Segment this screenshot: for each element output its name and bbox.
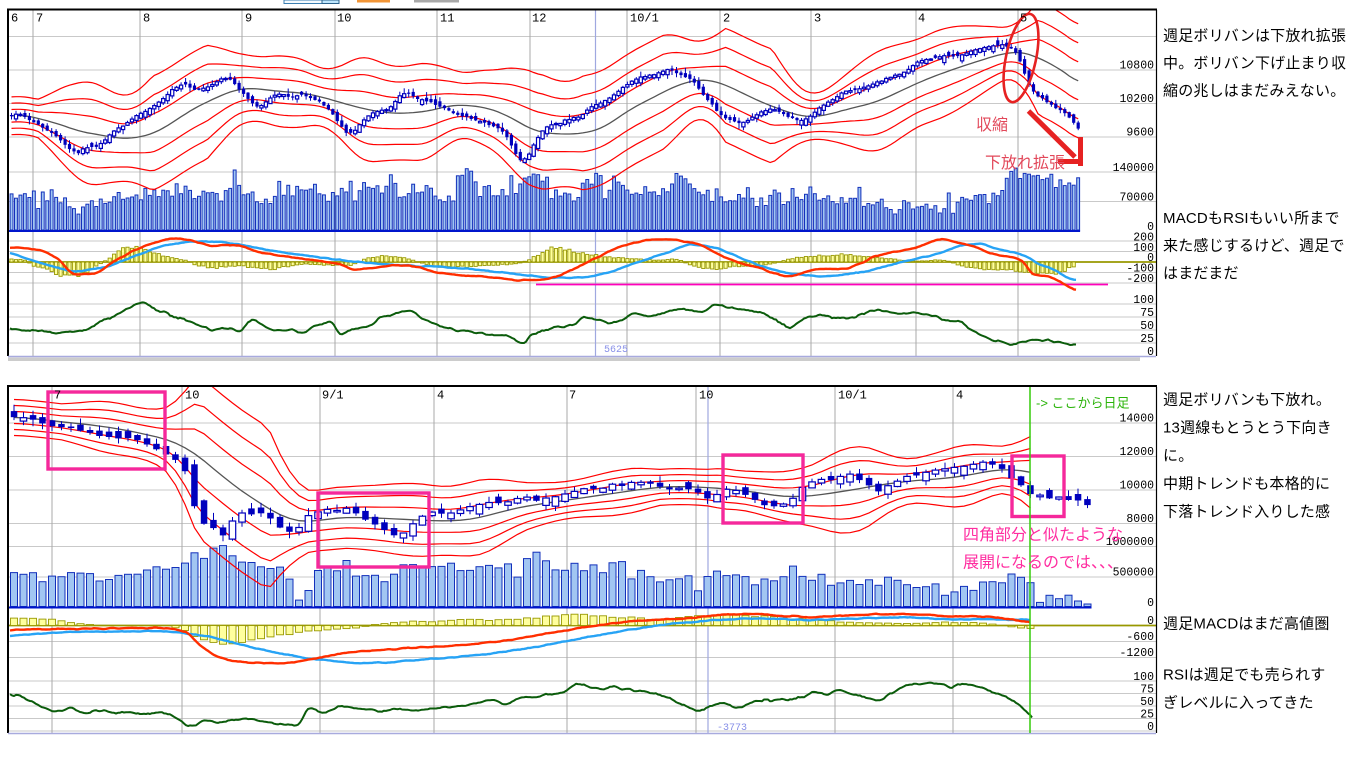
svg-text:0: 0 xyxy=(1147,346,1154,359)
svg-text:週足ボリバンは下放れ拡張: 週足ボリバンは下放れ拡張 xyxy=(1163,27,1346,44)
svg-text:4: 4 xyxy=(918,12,925,26)
svg-text:25: 25 xyxy=(1140,709,1154,722)
svg-text:0: 0 xyxy=(1147,615,1154,628)
svg-text:100: 100 xyxy=(1133,294,1154,307)
svg-text:75: 75 xyxy=(1140,307,1154,320)
svg-text:週足ボリバンも下放れ。: 週足ボリバンも下放れ。 xyxy=(1163,391,1331,408)
svg-text:-200: -200 xyxy=(1126,273,1154,286)
svg-text:縮の兆しはまだみえない。: 縮の兆しはまだみえない。 xyxy=(1163,82,1345,99)
svg-text:中。ボリバン下げ止まり収: 中。ボリバン下げ止まり収 xyxy=(1163,55,1346,72)
svg-text:下落トレンド入りした感: 下落トレンド入りした感 xyxy=(1163,503,1330,520)
svg-text:はまだまだ: はまだまだ xyxy=(1163,265,1239,282)
svg-text:0: 0 xyxy=(1147,221,1154,234)
svg-text:12: 12 xyxy=(532,12,546,26)
svg-text:-3773: -3773 xyxy=(717,723,747,734)
svg-text:9/1: 9/1 xyxy=(322,389,344,403)
svg-text:12000: 12000 xyxy=(1119,446,1154,459)
svg-text:-100: -100 xyxy=(1126,263,1154,276)
svg-text:75: 75 xyxy=(1140,684,1154,697)
svg-text:8000: 8000 xyxy=(1126,513,1154,526)
svg-text:13週線もとうとう下向き: 13週線もとうとう下向き xyxy=(1163,419,1332,436)
svg-text:7: 7 xyxy=(569,389,576,403)
svg-text:500000: 500000 xyxy=(1113,567,1155,580)
svg-text:140000: 140000 xyxy=(1113,162,1155,175)
svg-text:50: 50 xyxy=(1140,320,1154,333)
svg-text:9600: 9600 xyxy=(1126,127,1154,140)
svg-text:-> ここから日足: -> ここから日足 xyxy=(1036,396,1130,411)
svg-text:10: 10 xyxy=(337,12,351,26)
svg-text:5625: 5625 xyxy=(604,345,628,356)
svg-text:10800: 10800 xyxy=(1119,60,1154,73)
svg-text:0: 0 xyxy=(1147,597,1154,610)
svg-text:14000: 14000 xyxy=(1119,413,1154,426)
svg-text:RSIは週足でも売られす: RSIは週足でも売られす xyxy=(1163,666,1325,683)
svg-text:収縮: 収縮 xyxy=(976,116,1008,134)
svg-text:MACDもRSIもいい所まで: MACDもRSIもいい所まで xyxy=(1163,210,1340,227)
svg-text:25: 25 xyxy=(1140,333,1154,346)
svg-text:200: 200 xyxy=(1133,232,1154,245)
svg-text:中期トレンドも本格的に: 中期トレンドも本格的に xyxy=(1163,475,1330,492)
svg-text:-600: -600 xyxy=(1126,631,1154,644)
svg-text:9: 9 xyxy=(245,12,252,26)
svg-text:四角部分と似たような: 四角部分と似たような xyxy=(963,526,1123,544)
svg-text:-1200: -1200 xyxy=(1119,647,1154,660)
svg-text:に。: に。 xyxy=(1163,447,1193,464)
svg-text:来た感じするけど、週足で: 来た感じするけど、週足で xyxy=(1163,237,1345,254)
svg-text:2: 2 xyxy=(723,12,730,26)
svg-text:ぎレベルに入ってきた: ぎレベルに入ってきた xyxy=(1163,694,1314,711)
svg-text:10200: 10200 xyxy=(1119,93,1154,106)
svg-text:10: 10 xyxy=(185,389,199,403)
svg-text:7: 7 xyxy=(54,389,61,403)
svg-text:70000: 70000 xyxy=(1119,192,1154,205)
svg-text:0: 0 xyxy=(1147,252,1154,265)
svg-text:週足MACDはまだ高値圏: 週足MACDはまだ高値圏 xyxy=(1163,615,1330,632)
svg-text:11: 11 xyxy=(440,12,454,26)
svg-text:10/1: 10/1 xyxy=(838,389,867,403)
svg-text:1000000: 1000000 xyxy=(1106,536,1154,549)
svg-text:7: 7 xyxy=(36,12,43,26)
svg-text:展開になるのでは、、、: 展開になるのでは、、、 xyxy=(963,554,1123,572)
svg-text:3: 3 xyxy=(814,12,821,26)
svg-text:10000: 10000 xyxy=(1119,480,1154,493)
svg-text:100: 100 xyxy=(1133,671,1154,684)
svg-text:4: 4 xyxy=(437,389,444,403)
svg-text:下放れ拡張: 下放れ拡張 xyxy=(985,154,1065,172)
svg-text:10/1: 10/1 xyxy=(630,12,659,26)
svg-text:0: 0 xyxy=(1147,721,1154,734)
svg-text:4: 4 xyxy=(956,389,963,403)
svg-text:6: 6 xyxy=(11,12,18,26)
svg-text:100: 100 xyxy=(1133,242,1154,255)
svg-text:10: 10 xyxy=(699,389,713,403)
svg-text:8: 8 xyxy=(143,12,150,26)
svg-text:50: 50 xyxy=(1140,696,1154,709)
svg-text:5: 5 xyxy=(1020,12,1027,26)
